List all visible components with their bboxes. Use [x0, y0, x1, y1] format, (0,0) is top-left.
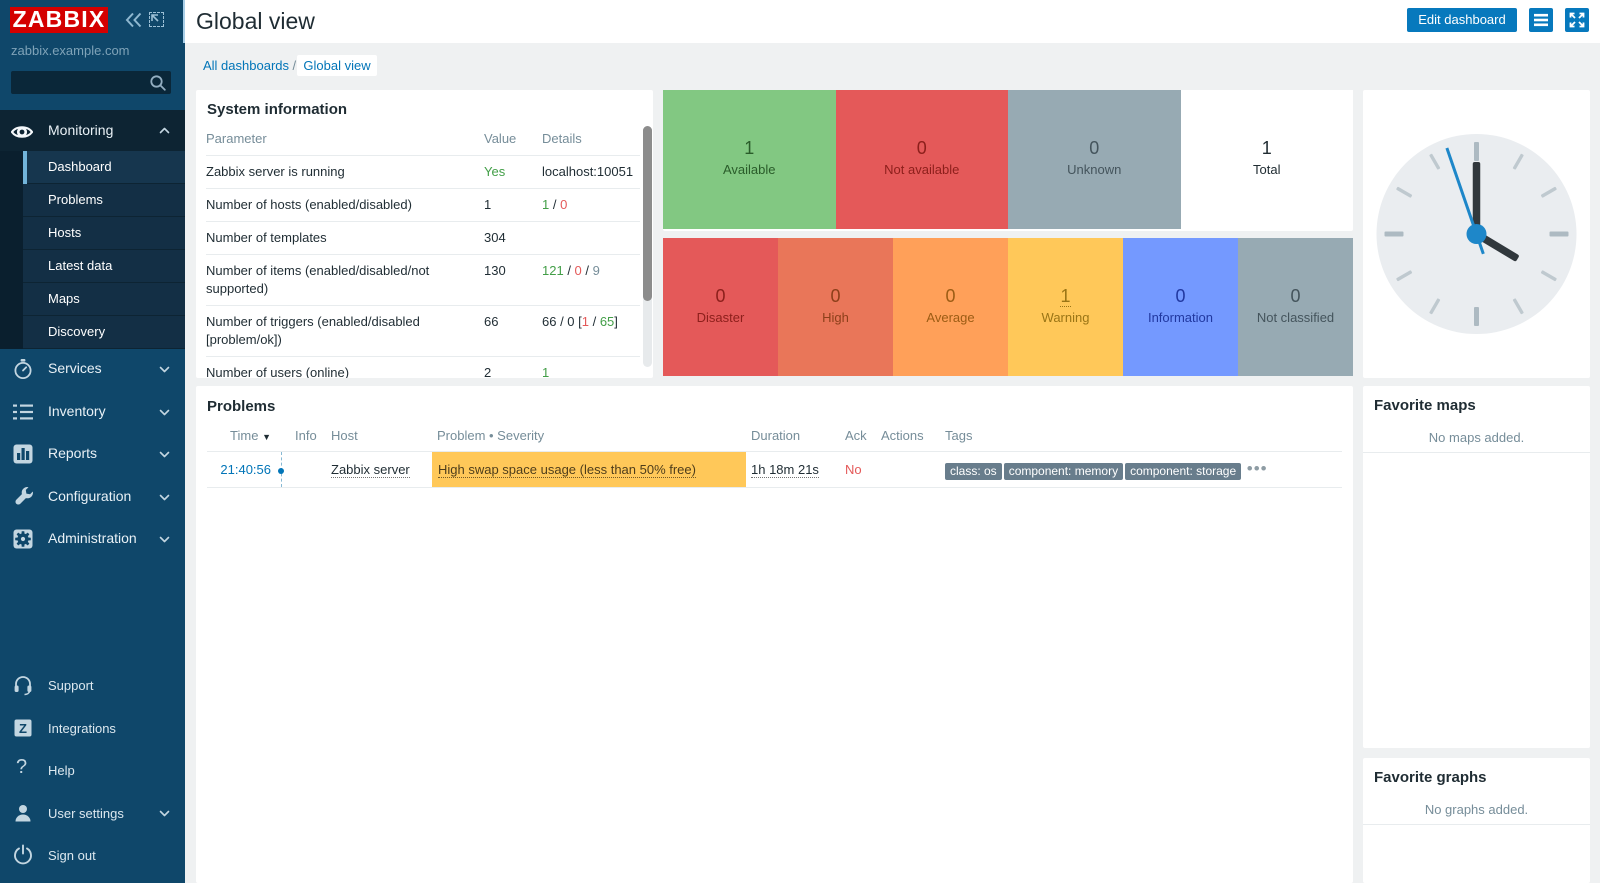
svg-text:Z: Z: [19, 721, 27, 736]
